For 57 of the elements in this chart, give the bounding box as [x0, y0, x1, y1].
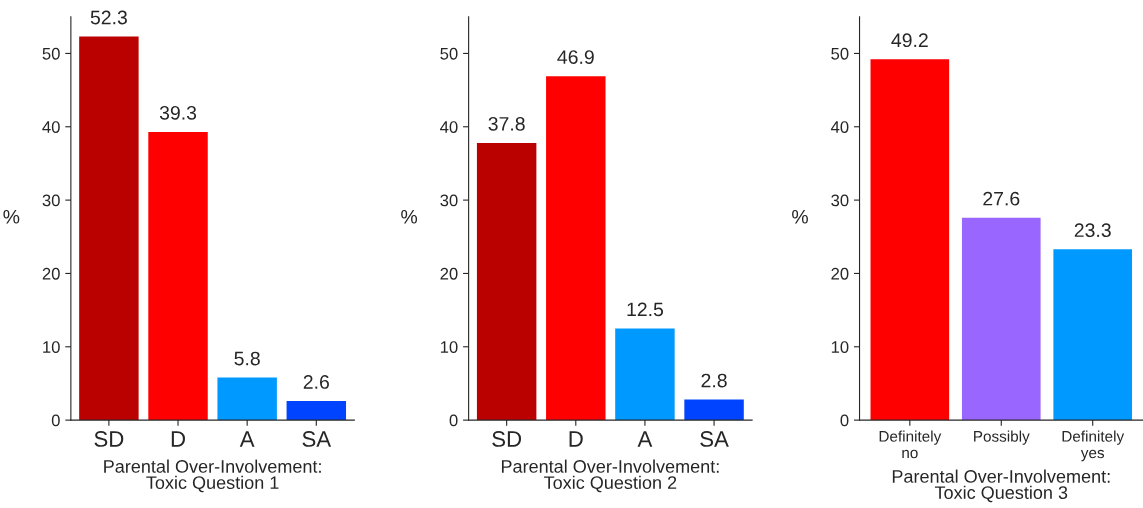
bar: [286, 401, 347, 421]
y-axis-title: %: [792, 209, 808, 224]
y-tick-label: 30: [831, 194, 849, 207]
bar: [615, 328, 675, 421]
bar: [961, 217, 1041, 421]
data-label: 49.2: [891, 33, 928, 48]
x-tick-label: SA: [302, 431, 332, 447]
y-tick-label: 50: [831, 47, 849, 60]
y-tick-label: 20: [42, 267, 60, 280]
y-axis-title: %: [3, 209, 20, 224]
x-tick-label: Definitely yes: [1062, 430, 1125, 462]
y-tick-label: 0: [840, 414, 849, 427]
data-label: 37.8: [488, 116, 525, 131]
y-tick-label: 10: [831, 341, 849, 353]
bar: [217, 377, 277, 421]
x-tick-label: Definitely no: [879, 430, 942, 459]
bar: [1053, 249, 1133, 421]
data-label: 23.3: [1074, 223, 1111, 238]
x-axis-title: Parental Over-Involvement: Toxic Question 1: [104, 459, 321, 493]
x-tick-label: D: [569, 431, 583, 447]
bar: [546, 76, 606, 421]
bar: [148, 131, 208, 421]
y-tick-label: 10: [43, 341, 60, 353]
x-tick-label: SD: [492, 431, 522, 447]
x-axis-title: Parental Over-Involvement: Toxic Question 2: [501, 459, 719, 493]
y-tick-label: 0: [449, 414, 458, 427]
data-label: 39.3: [159, 105, 197, 120]
bar: [684, 399, 744, 421]
y-tick-label: 40: [440, 121, 458, 133]
data-label: 46.9: [557, 50, 594, 64]
y-tick-label: 0: [51, 414, 60, 427]
x-axis-title: Parental Over-Involvement: Toxic Question 3: [892, 469, 1110, 503]
y-tick-label: 50: [42, 47, 60, 60]
data-label: 2.6: [303, 375, 329, 389]
data-label: 27.6: [983, 191, 1020, 206]
data-label: 2.8: [701, 373, 727, 388]
y-tick-label: 20: [440, 267, 458, 280]
x-tick-label: A: [239, 431, 255, 447]
x-tick-label: SA: [700, 431, 729, 447]
bar: [79, 36, 139, 421]
y-tick-label: 50: [440, 47, 458, 60]
x-tick-label: Possibly: [974, 430, 1030, 445]
y-tick-label: 30: [440, 194, 458, 207]
data-label: 12.5: [627, 302, 664, 317]
data-label: 52.3: [90, 10, 127, 25]
x-tick-label: D: [171, 431, 185, 447]
x-tick-label: SD: [94, 431, 124, 447]
y-axis-title: %: [401, 209, 418, 224]
y-tick-label: 40: [42, 121, 60, 133]
x-tick-label: A: [637, 431, 653, 447]
y-tick-label: 20: [831, 267, 849, 280]
y-tick-label: 40: [830, 121, 849, 133]
data-label: 5.8: [234, 351, 260, 366]
bar: [476, 142, 537, 421]
bar: [870, 59, 950, 421]
y-tick-label: 30: [42, 194, 60, 207]
y-tick-label: 10: [440, 341, 458, 353]
